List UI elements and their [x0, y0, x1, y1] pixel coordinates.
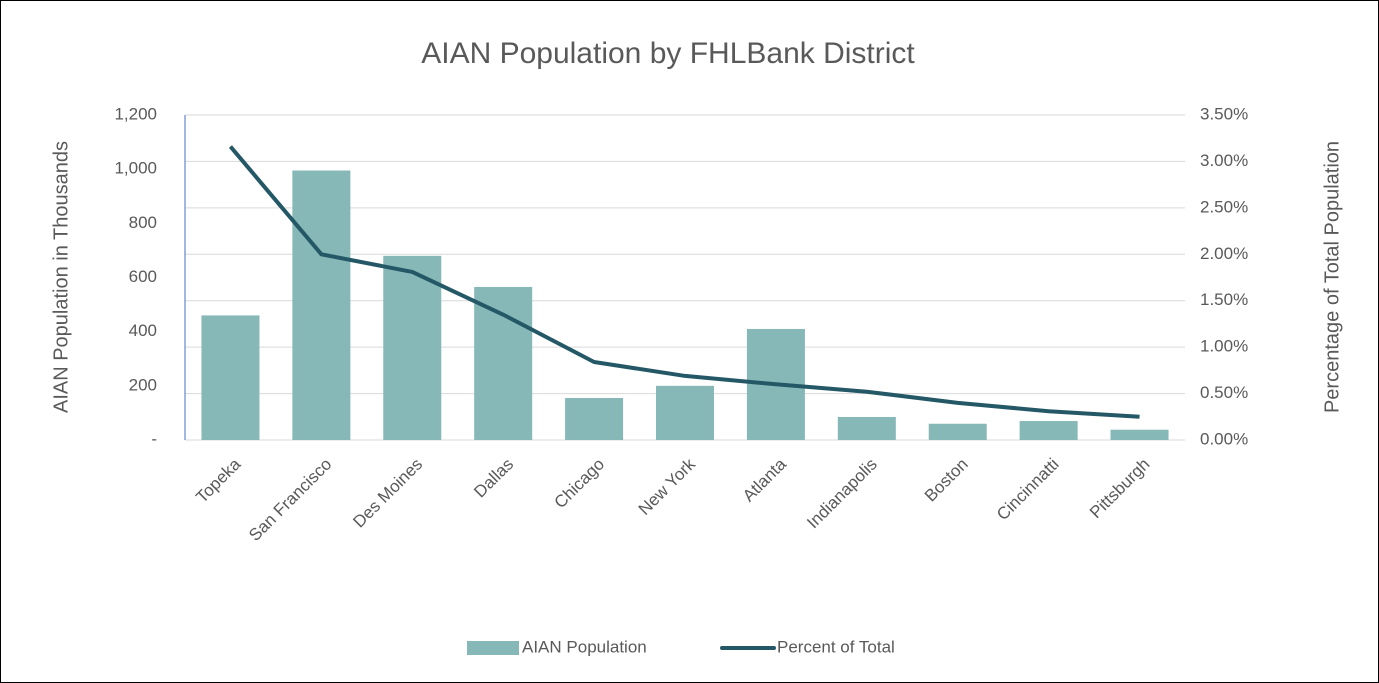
y-tick-label: 1,200: [114, 104, 157, 123]
bar: [837, 416, 896, 440]
y-tick-label: 800: [129, 213, 157, 232]
y-tick-label: 200: [129, 375, 157, 394]
y2-tick-label: 1.50%: [1200, 290, 1248, 309]
y-tick-label: 600: [129, 267, 157, 286]
y-axis-title: AIAN Population in Thousands: [50, 141, 72, 413]
y-tick-label: -: [151, 429, 157, 448]
y2-tick-label: 3.00%: [1200, 151, 1248, 170]
chart-title: AIAN Population by FHLBank District: [421, 37, 915, 70]
y2-tick-label: 3.50%: [1200, 104, 1248, 123]
bar: [201, 315, 260, 440]
legend-label: AIAN Population: [522, 637, 647, 656]
bar: [928, 423, 987, 440]
y2-axis-title: Percentage of Total Population: [1321, 141, 1343, 413]
y2-tick-label: 0.50%: [1200, 383, 1248, 402]
y-tick-label: 400: [129, 321, 157, 340]
y-tick-label: 1,000: [114, 159, 157, 178]
bar: [474, 286, 533, 440]
y2-tick-label: 1.00%: [1200, 337, 1248, 356]
legend-label: Percent of Total: [777, 637, 895, 656]
y2-tick-label: 0.00%: [1200, 429, 1248, 448]
bar: [656, 385, 714, 440]
legend-swatch: [467, 641, 519, 655]
bar: [292, 170, 351, 441]
y2-tick-label: 2.50%: [1200, 197, 1248, 216]
bar: [565, 398, 624, 440]
bar: [383, 255, 442, 440]
line: [228, 145, 1140, 419]
bar: [1019, 421, 1078, 440]
y2-tick-label: 2.00%: [1200, 244, 1248, 263]
bar: [1110, 429, 1169, 440]
